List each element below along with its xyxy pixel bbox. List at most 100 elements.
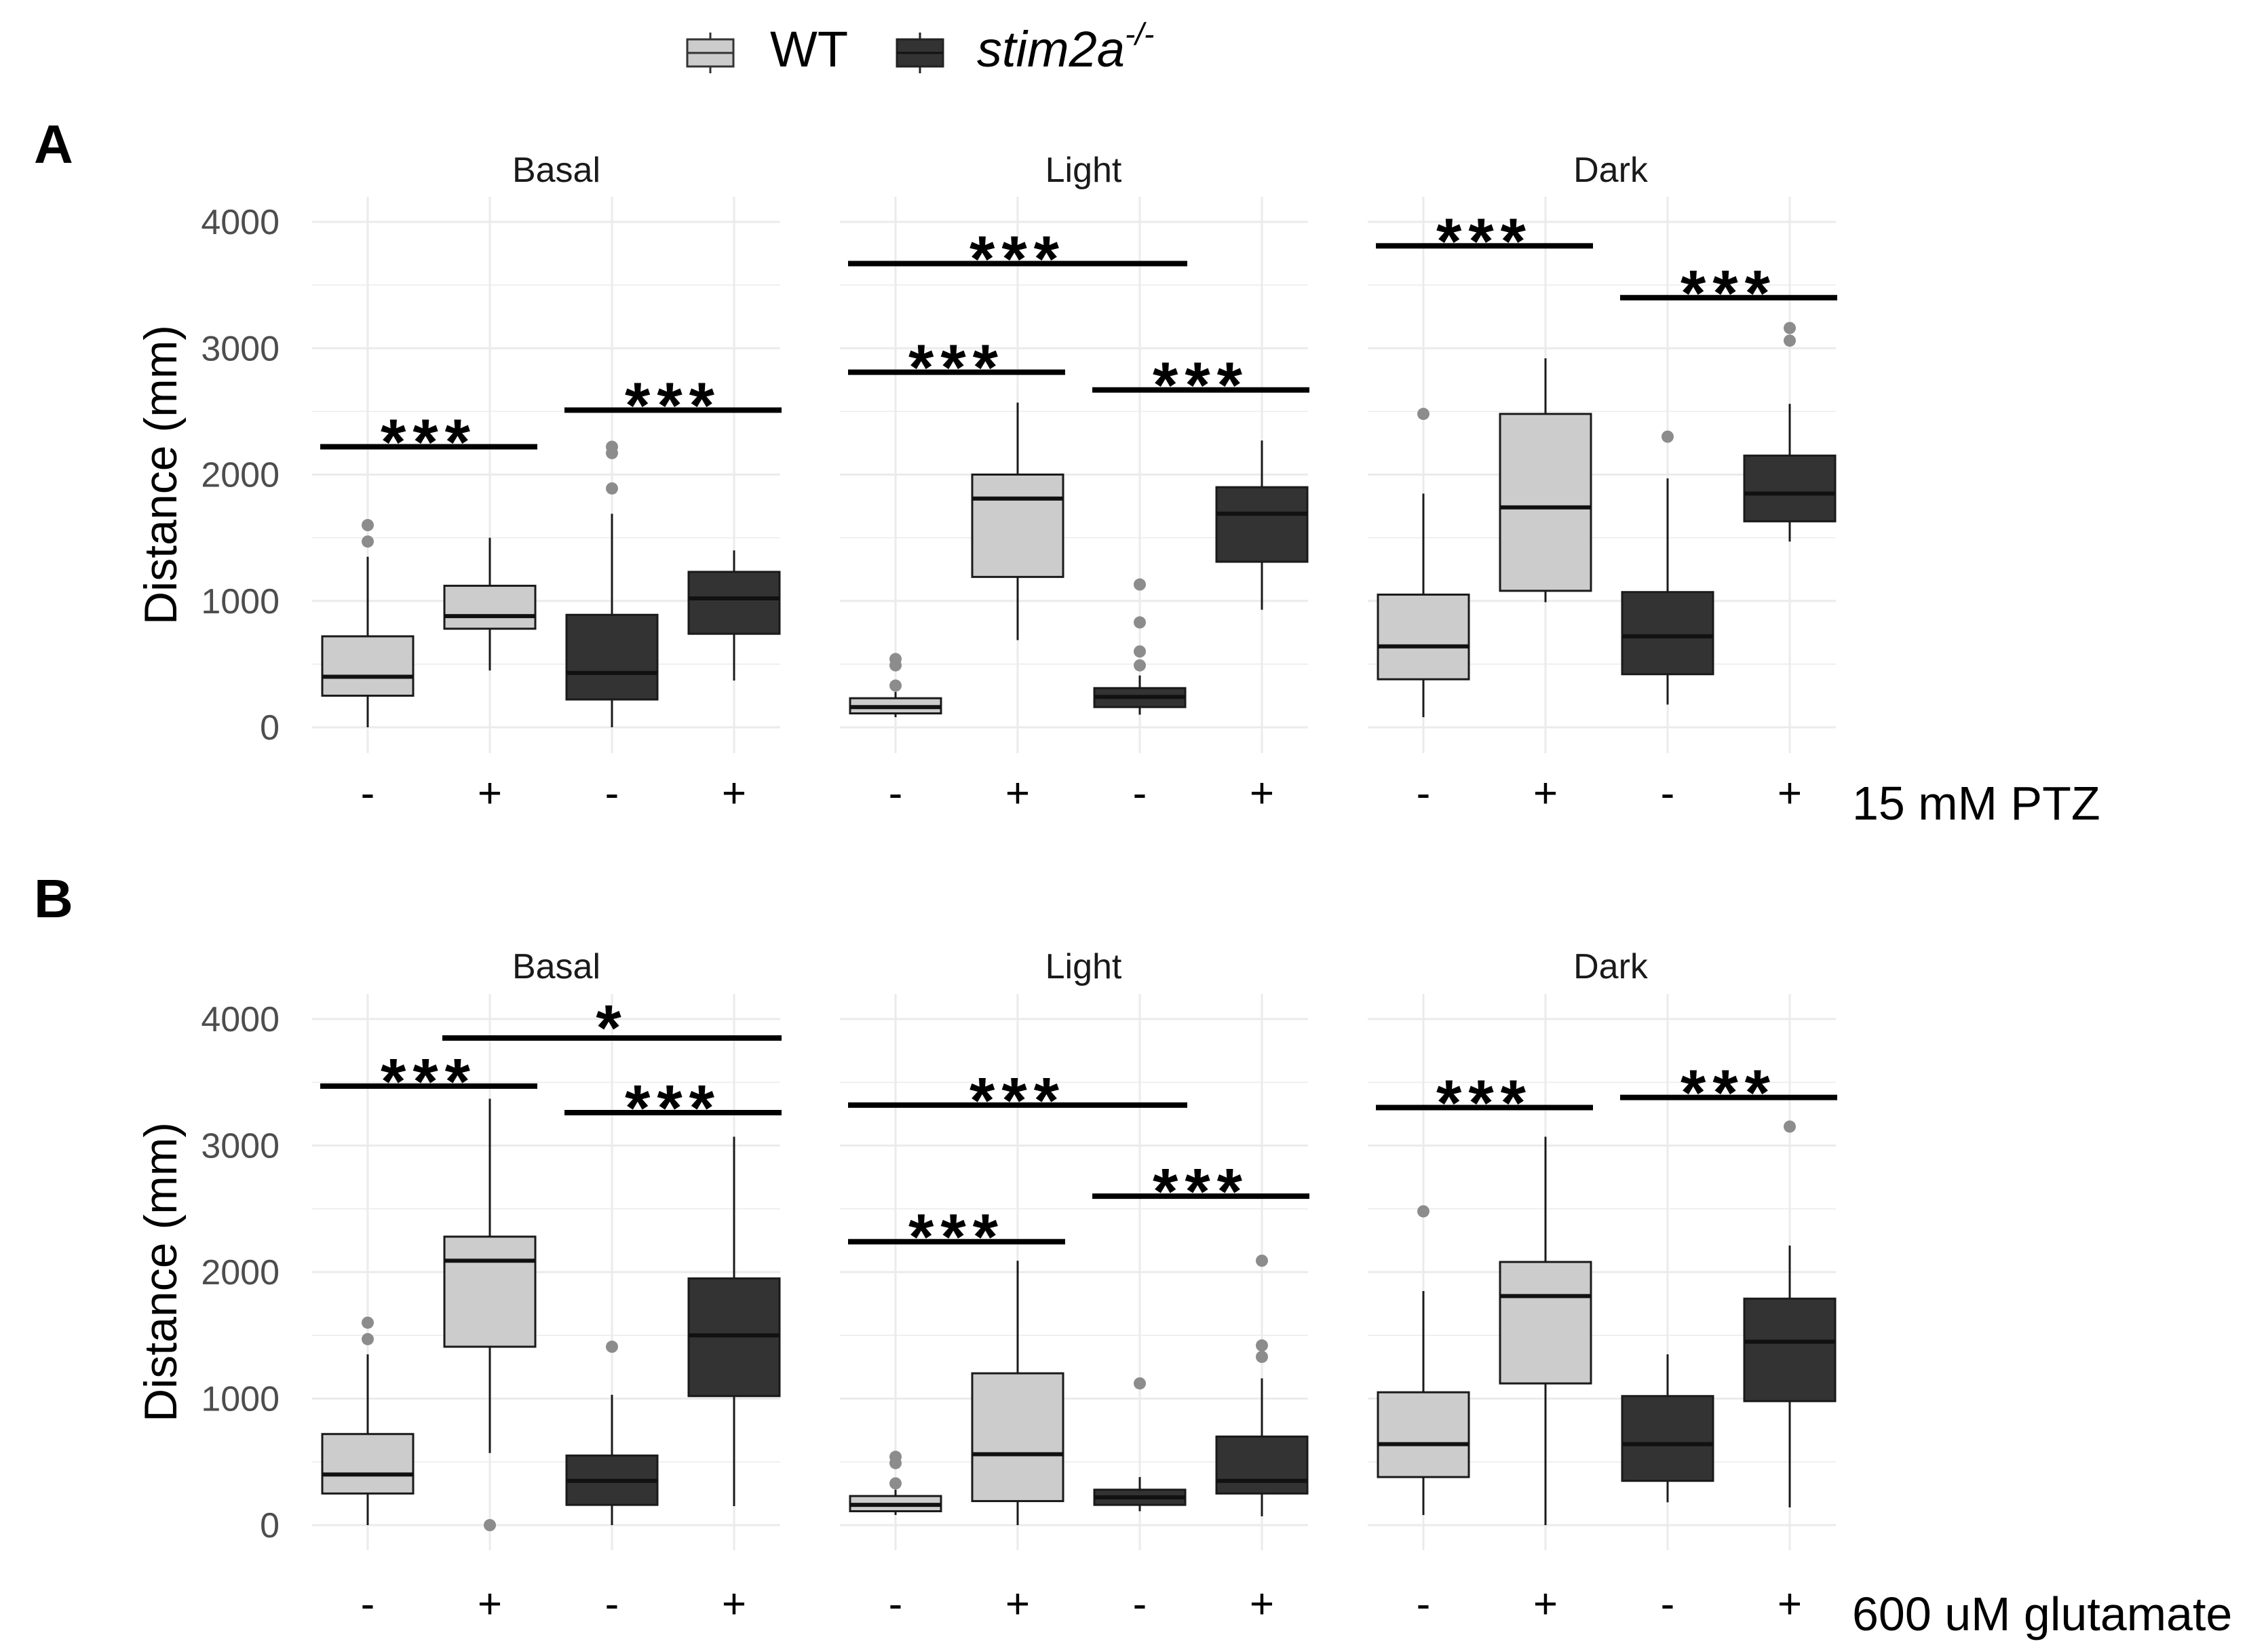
box-stim2a-control <box>1621 1354 1714 1503</box>
outlier-point <box>1784 1120 1796 1133</box>
box-body <box>1621 591 1714 676</box>
x-tick-label: - <box>605 770 619 817</box>
box-wt-control <box>1377 1205 1470 1516</box>
box-body <box>1499 412 1592 592</box>
panel-b-ytick-label: 0 <box>260 1506 280 1545</box>
significance-label: *** <box>1153 1155 1249 1228</box>
x-tick-label: + <box>722 770 746 817</box>
box-wt-treated <box>1499 358 1592 602</box>
significance-bar: *** <box>848 1201 1065 1273</box>
legend-label-wt: WT <box>770 21 848 77</box>
x-tick-label: + <box>1005 770 1030 817</box>
box-body <box>1743 1297 1837 1402</box>
box-body <box>443 1235 537 1348</box>
legend-label-stim2a-name: stim2a <box>977 21 1125 77</box>
outlier-point <box>606 440 618 453</box>
box-stim2a-control <box>1093 578 1187 715</box>
outlier-point <box>1134 1377 1146 1390</box>
box-wt-treated <box>971 1261 1064 1525</box>
significance-label: * <box>596 992 628 1064</box>
significance-label: *** <box>1436 205 1533 277</box>
significance-bar: *** <box>564 370 782 442</box>
box-body <box>321 635 415 697</box>
significance-label: *** <box>381 406 477 479</box>
panel-a-facet-light: Light <box>1045 151 1122 190</box>
panel-b-ytick-label: 1000 <box>201 1380 280 1419</box>
x-tick-label: - <box>889 1581 903 1628</box>
significance-label: *** <box>969 1064 1066 1137</box>
panel-b-ytick-label: 4000 <box>201 1000 280 1039</box>
panel-b-facet-light: Light <box>1045 947 1122 986</box>
box-body <box>321 1433 415 1495</box>
significance-bar: *** <box>1376 205 1593 277</box>
outlier-point <box>1417 1205 1429 1218</box>
box-wt-control <box>849 653 942 718</box>
x-tick-label: - <box>1133 1581 1147 1628</box>
panel-b-treatment-label: 600 uM glutamate <box>1852 1588 2232 1640</box>
box-wt-control <box>849 1451 942 1516</box>
box-wt-treated <box>1499 1136 1592 1525</box>
outlier-point <box>1134 645 1146 658</box>
x-tick-label: - <box>1417 770 1431 817</box>
outlier-point <box>362 1316 374 1329</box>
significance-bar: *** <box>848 223 1187 295</box>
panel-b-ytick-label: 2000 <box>201 1253 280 1292</box>
box-stim2a-control <box>565 1341 659 1525</box>
legend-key-wt <box>686 33 735 73</box>
box-body <box>1621 1395 1714 1482</box>
significance-label: *** <box>625 370 721 442</box>
box-stim2a-treated <box>1743 322 1837 542</box>
x-tick-label: + <box>1005 1581 1030 1628</box>
box-stim2a-treated <box>1215 1254 1309 1516</box>
panel-a-label: A <box>34 114 73 174</box>
outlier-point <box>889 653 902 666</box>
outlier-point <box>889 1451 902 1463</box>
x-tick-label: - <box>1661 1581 1675 1628</box>
significance-label: *** <box>1681 257 1777 330</box>
outlier-point <box>362 1332 374 1345</box>
box-body <box>1499 1261 1592 1385</box>
outlier-point <box>1134 578 1146 591</box>
box-body <box>1215 1435 1309 1495</box>
panel-a-ytick-label: 3000 <box>201 329 280 368</box>
outlier-point <box>889 679 902 692</box>
significance-bar: *** <box>320 1045 537 1118</box>
box-stim2a-treated <box>687 550 781 681</box>
panel-b-facet-dark: - + - + *** *** <box>1368 994 1837 1628</box>
box-stim2a-treated <box>1215 440 1309 610</box>
outlier-point <box>1256 1339 1268 1352</box>
panel-a-facet-light: - + - + *** *** *** <box>840 197 1309 817</box>
x-tick-label: - <box>1661 770 1675 817</box>
significance-bar: *** <box>848 1064 1187 1137</box>
x-tick-label: - <box>605 1581 619 1628</box>
x-tick-label: - <box>1133 770 1147 817</box>
outlier-point <box>1256 1254 1268 1267</box>
outlier-point <box>1417 408 1429 421</box>
significance-bar: *** <box>1620 257 1837 330</box>
significance-bar: *** <box>848 332 1065 404</box>
box-body <box>443 584 537 630</box>
panel-a-ytick-label: 2000 <box>201 456 280 495</box>
significance-label: *** <box>1436 1067 1533 1140</box>
outlier-point <box>1256 1350 1268 1363</box>
box-wt-control <box>1377 408 1470 718</box>
box-wt-control <box>321 519 415 727</box>
box-stim2a-treated <box>687 1136 781 1507</box>
panel-a-facet-dark: Dark <box>1573 151 1649 190</box>
legend-label-stim2a-sup: -/- <box>1125 16 1154 52</box>
significance-bar: *** <box>564 1072 782 1145</box>
box-body <box>971 474 1064 578</box>
box-wt-control <box>321 1316 415 1525</box>
panel-a-treatment-label: 15 mM PTZ <box>1852 777 2100 830</box>
x-tick-label: - <box>889 770 903 817</box>
x-tick-label: + <box>1778 770 1802 817</box>
x-tick-label: + <box>1250 1581 1274 1628</box>
significance-bar: *** <box>1092 1155 1309 1228</box>
panel-b-facet-light: - + - + *** *** *** <box>840 994 1309 1628</box>
panel-a-ytick-label: 0 <box>260 708 280 748</box>
significance-bar: * <box>442 992 782 1064</box>
panel-b-facet-basal: - + - +******* <box>312 992 782 1628</box>
box-wt-treated <box>971 402 1064 640</box>
